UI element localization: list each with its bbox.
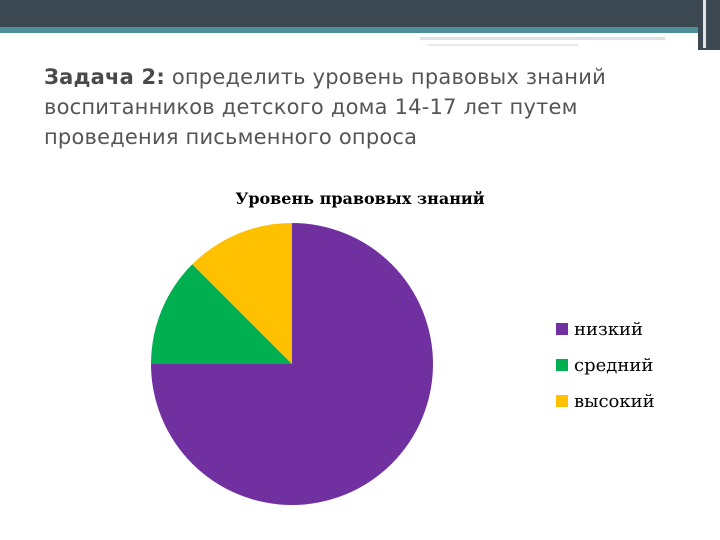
chart-legend: низкий средний высокий xyxy=(556,319,655,412)
task-label: Задача 2: xyxy=(44,65,165,89)
slide-title: Задача 2: определить уровень правовых зн… xyxy=(44,62,684,152)
legend-label: низкий xyxy=(574,319,643,340)
legend-swatch xyxy=(556,359,568,371)
decorative-line xyxy=(428,44,578,46)
decorative-line xyxy=(420,37,665,40)
legend-swatch xyxy=(556,323,568,335)
corner-decoration-line xyxy=(703,0,706,48)
legend-label: средний xyxy=(574,355,653,376)
legend-swatch xyxy=(556,395,568,407)
pie-slice-3 xyxy=(192,223,292,364)
task-description: определить уровень правовых знаний воспи… xyxy=(44,65,606,149)
chart-title: Уровень правовых знаний xyxy=(235,189,484,208)
pie-slices xyxy=(151,223,433,505)
header-accent-band xyxy=(0,27,720,33)
pie-slice-2 xyxy=(151,264,292,364)
legend-label: высокий xyxy=(574,391,655,412)
header-band xyxy=(0,0,720,27)
